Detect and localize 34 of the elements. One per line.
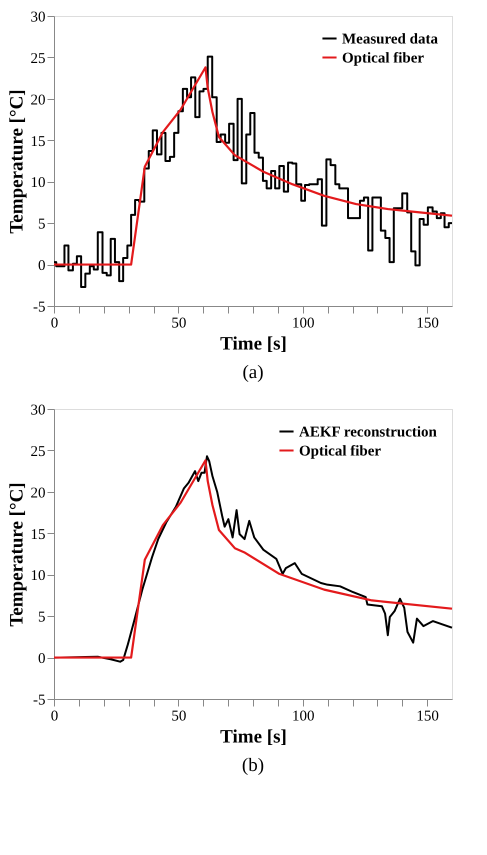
x-tick-label: 0: [50, 316, 58, 332]
text: (a): [242, 362, 264, 383]
y-tick-label: -5: [33, 300, 46, 316]
y-tick-label: -5: [33, 692, 46, 708]
legend-label: Measured data: [342, 32, 438, 48]
x-axis-title: Time [s]: [220, 334, 287, 354]
legend-label: AEKF reconstruction: [299, 424, 438, 440]
text: (b): [242, 755, 264, 776]
y-tick-label: 15: [30, 134, 46, 150]
x-tick-label: 100: [292, 708, 314, 724]
y-tick-label: 5: [38, 610, 46, 626]
x-tick-label: 150: [416, 708, 439, 724]
x-tick-label: 150: [416, 316, 439, 332]
x-tick-label: 0: [50, 708, 58, 724]
y-tick-label: 10: [30, 175, 46, 192]
y-tick-label: 5: [38, 216, 46, 233]
y-tick-label: 15: [30, 526, 46, 543]
y-tick-label: 25: [30, 50, 46, 67]
legend-label: Optical fiber: [342, 50, 424, 66]
x-tick-label: 50: [171, 708, 186, 724]
y-tick-label: 30: [30, 10, 46, 26]
legend-label: Optical fiber: [299, 444, 382, 460]
y-tick-label: 20: [30, 485, 46, 502]
x-tick-label: 50: [171, 316, 186, 332]
x-axis-title: Time [s]: [220, 726, 287, 748]
x-tick-label: 100: [292, 316, 314, 332]
y-tick-label: 25: [30, 444, 46, 460]
y-tick-label: 0: [38, 258, 46, 274]
y-axis-title: Temperature [°C]: [6, 89, 28, 234]
y-tick-label: 0: [38, 651, 46, 668]
y-tick-label: 10: [30, 568, 46, 584]
y-tick-label: 20: [30, 92, 46, 108]
y-tick-label: 30: [30, 402, 46, 418]
y-axis-title: Temperature [°C]: [6, 482, 28, 627]
